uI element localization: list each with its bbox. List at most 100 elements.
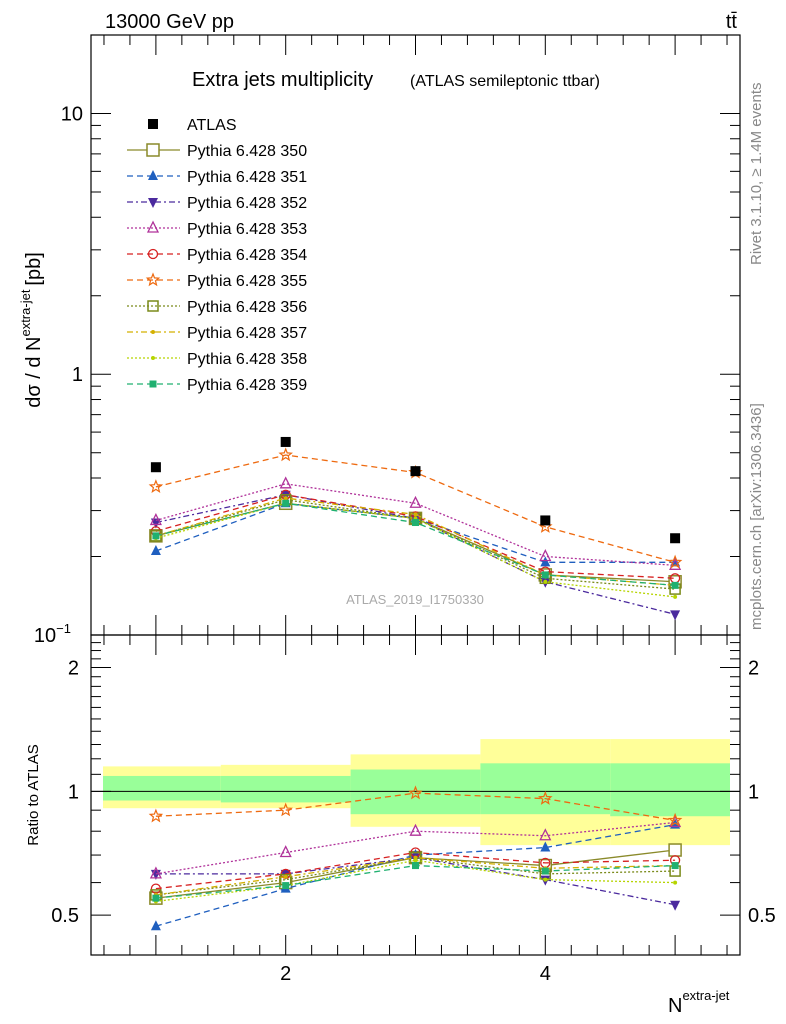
atlas-data-point [670,533,681,544]
ratio-series-point [670,900,681,911]
series-point [667,554,683,569]
legend-marker [146,220,160,233]
ratio-series-point [673,880,678,885]
series-point [150,530,162,542]
y-tick-label: 10 [61,103,83,125]
legend-label: Pythia 6.428 359 [187,377,307,394]
series-point [541,571,549,579]
series-point [673,594,678,599]
band-stat [480,763,611,815]
y-tick-label: 10−1 [34,621,71,647]
legend-marker [147,248,159,260]
ratio-series-point [541,867,549,875]
series-line [155,497,676,587]
legend-marker [145,272,161,287]
y-axis-label: dσ / d Nextra-jet[pb] [18,252,45,408]
main-subtitle: (ATLAS semileptonic ttbar) [410,73,600,90]
atlas-data-point [280,436,291,447]
y-tick-exponent: −1 [56,621,71,636]
main-title: Extra jets multiplicity [192,69,373,91]
ratio-axes: 2 4 0.5 0.5 1 1 2 2 [51,634,776,985]
ratio-series-point [283,874,288,879]
main-axes: 10 1 10−1 [34,34,741,647]
series-line [155,502,676,563]
legend-label: Pythia 6.428 350 [187,143,307,160]
series-point [152,532,160,540]
series-point [278,447,293,462]
band-stat [610,763,730,817]
ratio-series-point [538,790,553,805]
ratio-series-point [408,785,423,800]
series-point [412,519,419,527]
ratio-series-point [671,862,679,870]
main-series [148,436,683,621]
legend-label: Pythia 6.428 354 [187,247,307,264]
ratio-series-point [543,877,548,882]
series-point [540,556,551,567]
ratio-series-line [155,856,676,896]
x-tick-label: 4 [540,963,551,985]
atlas-data-point [410,466,421,477]
series-point [283,496,288,501]
series-point [150,544,161,555]
legend-marker [151,356,155,360]
ratio-series-point [540,841,551,852]
ratio-series-point [539,828,552,841]
ratio-series-point [409,823,422,836]
rivet-label: Rivet 3.1.10, ≥ 1.4M events [748,83,765,266]
series-point [413,512,418,517]
ratio-y-tick-label: 2 [68,658,79,680]
legend-label: Pythia 6.428 352 [187,195,307,212]
series-point [543,579,548,584]
ratio-series-point [150,920,161,931]
legend-label: Pythia 6.428 357 [187,325,307,342]
ratio-series-point [278,802,293,817]
ratio-y-tick-label-right: 0.5 [748,905,776,927]
ratio-y-tick-label-right: 1 [748,781,759,803]
ratio-series-point [667,812,683,827]
series-point [670,610,681,621]
ratio-series-line [155,821,676,875]
legend-marker [146,143,160,157]
x-axis-label: Nextra-jet [668,988,730,1017]
series-point [409,495,422,508]
legend-label: Pythia 6.428 358 [187,351,307,368]
series-line [155,494,676,615]
series-point [539,549,552,562]
ratio-series-point [149,866,162,879]
atlas-data-point [540,515,551,526]
legend-label: Pythia 6.428 351 [187,169,307,186]
legend-marker [151,330,155,334]
series-line [155,494,676,579]
ratio-y-tick-label: 0.5 [51,905,79,927]
ratio-series-point [279,845,292,858]
ratio-series [148,785,683,931]
series-point [149,512,162,526]
ratio-y-axis-label: Ratio to ATLAS [25,744,42,845]
ratio-series-point [152,894,160,902]
analysis-watermark: ATLAS_2019_I1750330 [346,592,484,607]
ratio-series-point [148,808,164,823]
ratio-series-point [412,862,419,870]
mcplots-label: mcplots.cern.ch [arXiv:1306.3436] [748,403,765,630]
legend-label: Pythia 6.428 356 [187,299,307,316]
band-stat [220,775,351,803]
series-point [282,499,290,507]
y-tick-label: 1 [72,364,83,386]
legend-label: Pythia 6.428 355 [187,273,307,290]
series-point [148,479,164,494]
series-point [280,490,291,501]
legend-marker [149,380,157,388]
legend-label: Pythia 6.428 353 [187,221,307,238]
ratio-series-line [155,859,676,903]
band-stat [350,769,481,815]
legend-marker [148,198,158,208]
ratio-y-tick-label-right: 2 [748,658,759,680]
ratio-series-point [413,858,418,863]
band-stat [103,775,221,801]
series-point [150,518,161,529]
ratio-series-line [155,792,676,822]
series-line [155,483,676,566]
series-point [279,476,292,489]
